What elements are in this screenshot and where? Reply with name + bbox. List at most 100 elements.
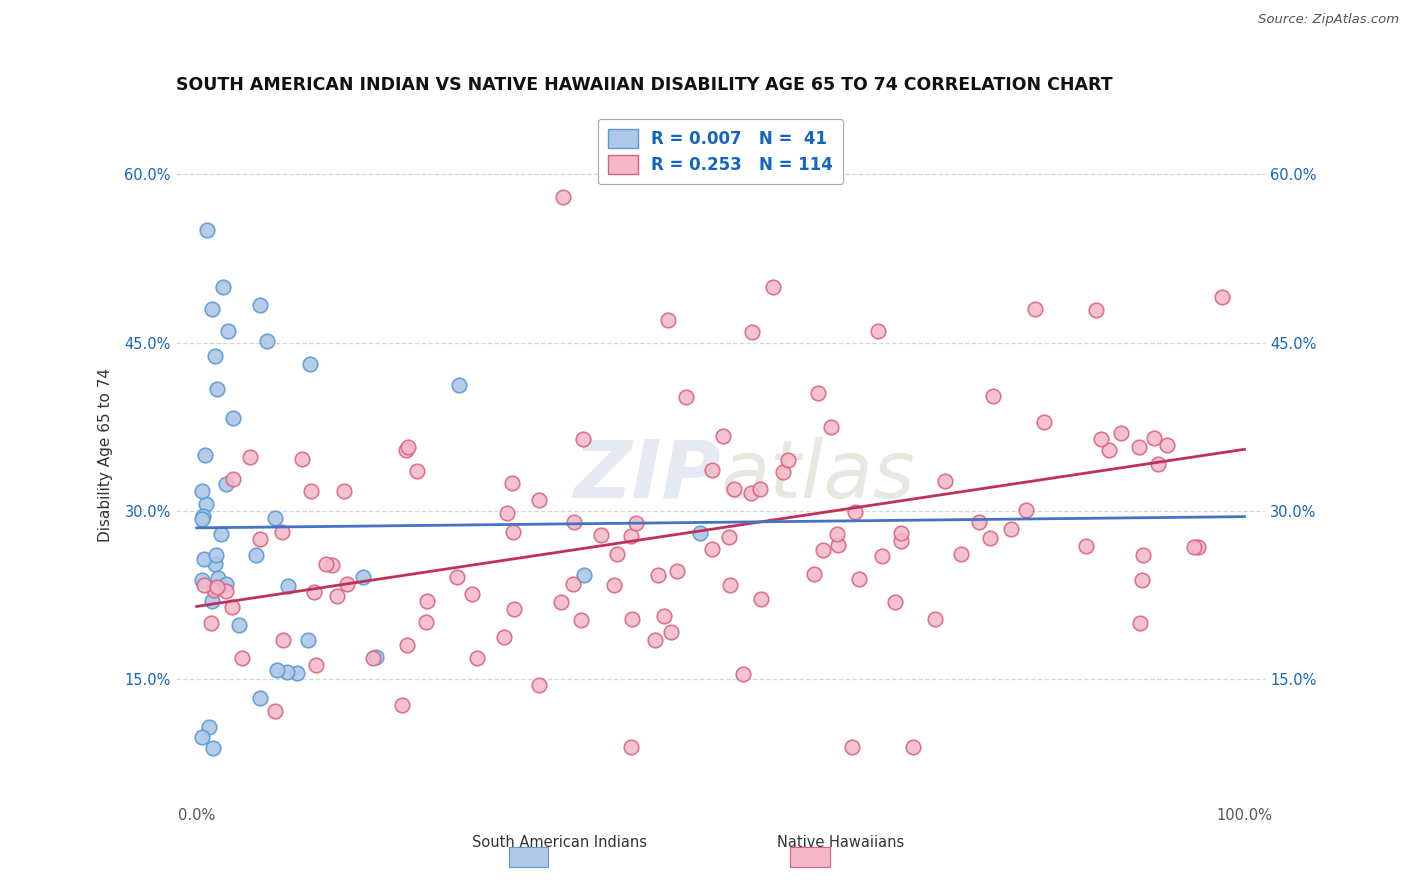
Point: [191, 730, 214, 744]
Point: [198, 720, 221, 734]
Point: [222, 472, 245, 486]
Point: [827, 538, 849, 552]
Text: atlas: atlas: [721, 437, 915, 515]
Point: [326, 589, 349, 603]
Point: [1187, 540, 1209, 554]
Point: [228, 618, 250, 632]
Point: [249, 690, 271, 705]
Point: [395, 638, 418, 652]
Point: [446, 570, 468, 584]
Point: [273, 632, 295, 647]
Point: [527, 678, 550, 692]
Point: [239, 450, 262, 464]
Point: [571, 432, 593, 446]
Point: [285, 666, 308, 681]
Point: [193, 577, 215, 591]
Point: [204, 350, 226, 364]
Point: [391, 698, 413, 712]
Point: [1132, 548, 1154, 562]
Point: [1032, 415, 1054, 429]
Point: [1000, 522, 1022, 536]
Point: [711, 429, 734, 443]
Point: [245, 549, 267, 563]
Point: [276, 665, 298, 679]
Point: [447, 378, 470, 392]
Point: [202, 583, 225, 598]
Point: [194, 448, 217, 462]
Point: [1147, 457, 1170, 471]
Point: [205, 382, 228, 396]
Point: [249, 533, 271, 547]
Point: [983, 389, 1005, 403]
Point: [979, 531, 1001, 545]
Point: [569, 613, 592, 627]
Point: [215, 577, 238, 591]
Point: [217, 325, 239, 339]
Point: [1076, 539, 1098, 553]
Point: [749, 591, 772, 606]
Point: [527, 492, 550, 507]
Point: [749, 483, 772, 497]
Point: [844, 505, 866, 519]
Point: [1128, 440, 1150, 454]
Point: [395, 442, 418, 457]
Point: [1143, 431, 1166, 445]
Y-axis label: Disability Age 65 to 74: Disability Age 65 to 74: [98, 368, 114, 542]
Point: [620, 528, 643, 542]
Point: [675, 390, 697, 404]
Point: [364, 649, 387, 664]
Point: [201, 593, 224, 607]
Point: [807, 386, 830, 401]
Point: [195, 223, 218, 237]
Point: [1109, 426, 1132, 441]
Point: [1129, 615, 1152, 630]
Point: [901, 739, 924, 754]
Point: [967, 515, 990, 529]
Point: [194, 497, 217, 511]
Point: [848, 572, 870, 586]
Text: Source: ZipAtlas.com: Source: ZipAtlas.com: [1258, 13, 1399, 27]
Point: [776, 452, 799, 467]
Point: [652, 609, 675, 624]
Point: [271, 524, 294, 539]
Point: [553, 190, 575, 204]
Point: [890, 533, 912, 548]
Point: [723, 482, 745, 496]
Point: [866, 325, 889, 339]
Point: [647, 568, 669, 582]
Text: ZIP: ZIP: [574, 437, 721, 515]
Point: [825, 526, 848, 541]
Point: [841, 739, 863, 754]
Point: [741, 325, 763, 339]
Point: [302, 585, 325, 599]
Point: [762, 279, 785, 293]
Point: [717, 530, 740, 544]
Point: [1098, 442, 1121, 457]
Point: [299, 484, 322, 499]
Point: [256, 334, 278, 348]
Point: [496, 506, 519, 520]
Point: [689, 526, 711, 541]
Point: [264, 704, 287, 718]
Point: [193, 551, 215, 566]
Point: [740, 486, 762, 500]
Point: [299, 357, 322, 371]
Point: [720, 578, 742, 592]
Point: [562, 515, 585, 529]
Point: [315, 557, 337, 571]
Point: [659, 625, 682, 640]
Point: [1024, 301, 1046, 316]
Point: [277, 578, 299, 592]
Point: [207, 571, 229, 585]
Point: [603, 577, 626, 591]
Point: [361, 651, 384, 665]
Point: [335, 577, 357, 591]
Point: [501, 475, 523, 490]
Point: [574, 567, 596, 582]
Point: [924, 611, 946, 625]
Point: [772, 465, 794, 479]
Point: [249, 298, 271, 312]
Point: [820, 420, 842, 434]
Point: [461, 587, 484, 601]
Point: [207, 580, 229, 594]
